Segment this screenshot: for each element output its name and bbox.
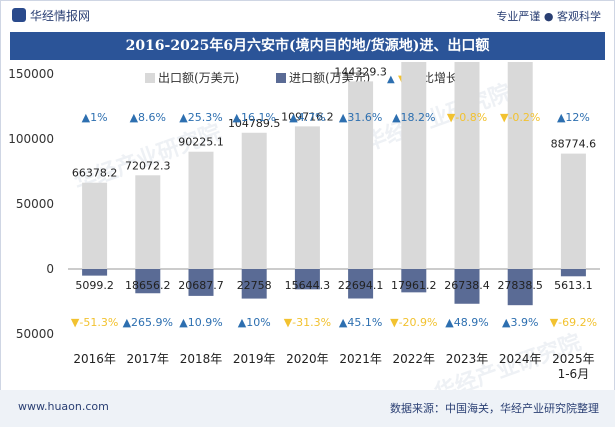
growth-label-export: ▲12% [557, 111, 590, 124]
brand: 华经情报网 [12, 7, 90, 24]
bar-import [241, 269, 267, 299]
x-tick-label: 2016年 [73, 352, 116, 366]
data-label-import: 5613.1 [554, 279, 593, 292]
bar-export [560, 153, 586, 269]
bar-export [82, 182, 108, 269]
growth-label-import: ▼-69.2% [550, 316, 597, 329]
data-label-import: 27838.5 [497, 279, 543, 292]
x-tick-label: 2018年 [180, 352, 223, 366]
growth-label-import: ▼-31.3% [284, 316, 331, 329]
growth-label-import: ▼-51.3% [71, 316, 118, 329]
bar-export [188, 151, 214, 269]
bar-import [401, 269, 427, 293]
top-bar: 华经情报网 专业严谨 ● 客观科学 [0, 0, 615, 30]
y-tick-label: 150000 [8, 67, 54, 81]
bar-export [401, 62, 427, 269]
data-label-import: 17961.2 [391, 279, 437, 292]
data-label-export: 144329.3 [334, 65, 387, 78]
bar-import [294, 269, 320, 290]
bar-import [454, 269, 480, 304]
data-label-import: 5099.2 [75, 279, 114, 292]
bar-export [507, 62, 533, 269]
data-label-import: 22758 [237, 279, 272, 292]
data-label-export: 90225.1 [178, 136, 224, 149]
data-label-export: 72072.3 [125, 159, 171, 172]
growth-label-export: ▼-0.2% [500, 111, 540, 124]
data-label-import: 22694.1 [338, 279, 384, 292]
bar-import [188, 269, 214, 296]
growth-label-import: ▲45.1% [339, 316, 382, 329]
legend-label-export: 出口额(万美元) [158, 71, 239, 85]
growth-label-export: ▲16.1% [232, 111, 275, 124]
title-bar: 2016-2025年6月六安市(境内目的地/货源地)进、出口额 [10, 32, 605, 60]
x-tick-label: 2017年 [127, 352, 170, 366]
chart-title: 2016-2025年6月六安市(境内目的地/货源地)进、出口额 [125, 38, 490, 54]
bar-export [454, 62, 480, 269]
bar-import [560, 269, 586, 277]
bar-export [348, 81, 374, 269]
growth-label-import: ▼-20.9% [390, 316, 437, 329]
legend-swatch-export [145, 73, 155, 83]
bar-export [135, 175, 161, 269]
brand-name: 华经情报网 [30, 9, 91, 23]
footer-source: 数据来源：中国海关，华经产业研究院整理 [390, 402, 599, 415]
y-tick-label: 100000 [8, 132, 54, 146]
data-label-import: 26738.4 [444, 279, 490, 292]
growth-label-import: ▲48.9% [445, 316, 488, 329]
growth-label-import: ▲3.9% [502, 316, 538, 329]
data-label-export: 88774.6 [551, 138, 597, 151]
x-tick-label: 2023年 [446, 352, 489, 366]
growth-label-export: ▲31.6% [339, 111, 382, 124]
y-tick-label: 50000 [16, 327, 54, 341]
x-tick-label: 2020年 [286, 352, 329, 366]
bar-export [294, 126, 320, 269]
growth-label-export: ▲25.3% [179, 111, 222, 124]
bar-export [241, 132, 267, 269]
data-label-import: 20687.7 [178, 279, 224, 292]
growth-label-export: ▲8.6% [130, 111, 166, 124]
growth-label-import: ▲10% [238, 316, 271, 329]
legend-swatch-import [276, 73, 286, 83]
x-tick-label: 2019年 [233, 352, 276, 366]
y-tick-label: 0 [46, 262, 54, 276]
footer: www.huaon.com 数据来源：中国海关，华经产业研究院整理 [0, 390, 615, 427]
data-label-export: 66378.2 [72, 167, 118, 180]
bar-import [135, 269, 161, 294]
footer-url[interactable]: www.huaon.com [18, 400, 109, 413]
x-tick-label: 1-6月 [558, 367, 590, 381]
legend-up-icon: ▲ [387, 74, 395, 85]
bar-chart: 2500002000001500001000005000005000010000… [8, 62, 600, 381]
bar-import [82, 269, 108, 276]
data-label-export: 109716.2 [281, 110, 334, 123]
x-tick-label: 2022年 [393, 352, 436, 366]
x-tick-label: 2025年 [552, 352, 595, 366]
growth-label-import: ▲10.9% [179, 316, 222, 329]
x-tick-label: 2021年 [339, 352, 382, 366]
bar-import [507, 269, 533, 306]
y-tick-label: 50000 [16, 197, 54, 211]
brand-logo-icon [12, 8, 26, 22]
growth-label-export: ▼-0.8% [447, 111, 487, 124]
growth-label-import: ▲265.9% [123, 316, 173, 329]
tagline: 专业严谨 ● 客观科学 [496, 10, 601, 23]
x-tick-label: 2024年 [499, 352, 542, 366]
growth-label-export: ▲18.2% [392, 111, 435, 124]
data-label-import: 15644.3 [285, 279, 331, 292]
growth-label-export: ▲1% [82, 111, 108, 124]
bar-import [348, 269, 374, 299]
data-label-export: 104789.5 [228, 117, 281, 130]
growth-label-export: ▲4.7% [289, 111, 325, 124]
data-label-import: 18656.2 [125, 279, 171, 292]
